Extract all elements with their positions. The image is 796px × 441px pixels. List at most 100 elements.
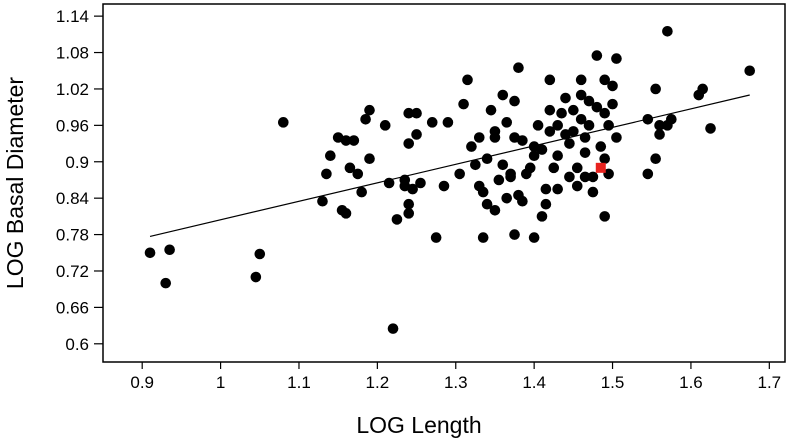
data-point [603,120,614,131]
y-tick-label: 0.6 [65,335,89,354]
data-point [356,186,367,198]
data-point [391,214,403,225]
data-point [254,248,266,260]
data-point [532,120,544,131]
data-point [654,120,665,131]
data-point [744,65,756,77]
data-point [383,177,395,189]
data-point [501,117,513,128]
data-point [575,113,587,125]
data-point [528,150,540,161]
data-point [540,183,552,195]
data-point [160,277,172,289]
data-point [607,98,618,110]
data-point [387,323,399,334]
data-point [571,162,583,174]
data-point [481,153,493,165]
data-point [599,74,611,86]
data-point [540,198,552,210]
y-tick-label: 1.08 [56,44,89,63]
data-point [360,113,371,125]
data-point [411,107,422,119]
data-point [544,126,556,137]
data-point [340,208,352,219]
x-tick-label: 1.2 [366,373,390,392]
data-point [599,153,611,165]
data-point [403,198,415,210]
data-point [517,195,528,207]
data-point [352,168,364,180]
x-tick-label: 1.4 [522,373,546,392]
data-point [454,168,465,180]
data-point [607,80,618,92]
data-point [611,132,622,143]
y-tick-label: 0.84 [56,189,89,208]
x-tick-label: 1.3 [444,373,468,392]
data-point [411,129,422,140]
data-point [579,132,591,143]
data-point [509,95,520,107]
data-point [583,120,595,131]
data-point [568,126,579,137]
data-point [430,232,442,243]
data-point [513,62,524,74]
data-point [250,271,262,283]
y-tick-label: 0.66 [56,298,89,317]
data-point [564,138,575,149]
data-point [650,83,661,95]
data-point [591,101,603,113]
data-point [317,195,328,207]
data-point [666,113,677,125]
y-axis-title: LOG Basal Diameter [2,77,28,290]
data-point [583,95,595,107]
x-tick-label: 1.6 [679,373,703,392]
data-point [642,168,654,180]
data-point [505,171,516,183]
data-point [552,183,563,195]
data-point [426,117,438,128]
data-point [364,153,375,165]
data-point [407,183,418,195]
data-point [442,117,454,128]
data-point [642,113,654,125]
data-point [164,244,175,256]
data-point [587,171,599,183]
data-point [325,150,336,161]
data-point [497,89,509,101]
data-point [611,53,622,64]
data-point [575,89,587,101]
data-point [536,144,548,155]
x-tick-label: 1.5 [601,373,625,392]
y-tick-label: 0.78 [56,226,89,245]
data-point [489,205,501,216]
x-tick-label: 1 [216,373,225,392]
data-point [458,98,469,110]
x-tick-label: 1.1 [287,373,311,392]
data-point [599,211,611,222]
data-point [552,120,563,131]
data-point [536,211,548,222]
data-point [481,198,493,210]
x-tick-label: 1.7 [758,373,782,392]
y-tick-label: 0.9 [65,153,89,172]
data-point [144,247,156,259]
data-point [466,141,477,152]
x-tick-label: 0.9 [130,373,154,392]
highlight-point [595,162,606,173]
data-point [599,107,611,119]
data-point [340,135,352,146]
data-point [501,192,513,204]
data-point [462,74,473,86]
data-point [575,74,587,86]
x-axis-ticks: 0.9 1 1.1 1.2 1.3 1.4 1.5 1.6 1.7 [130,362,781,392]
y-tick-label: 0.72 [56,262,89,281]
data-point [595,141,607,152]
data-point [662,26,673,37]
data-point [344,162,356,174]
data-point [477,232,489,243]
data-points [144,26,756,334]
data-point [556,107,567,119]
data-point [277,117,289,128]
data-point [379,120,391,131]
data-point [485,104,497,116]
